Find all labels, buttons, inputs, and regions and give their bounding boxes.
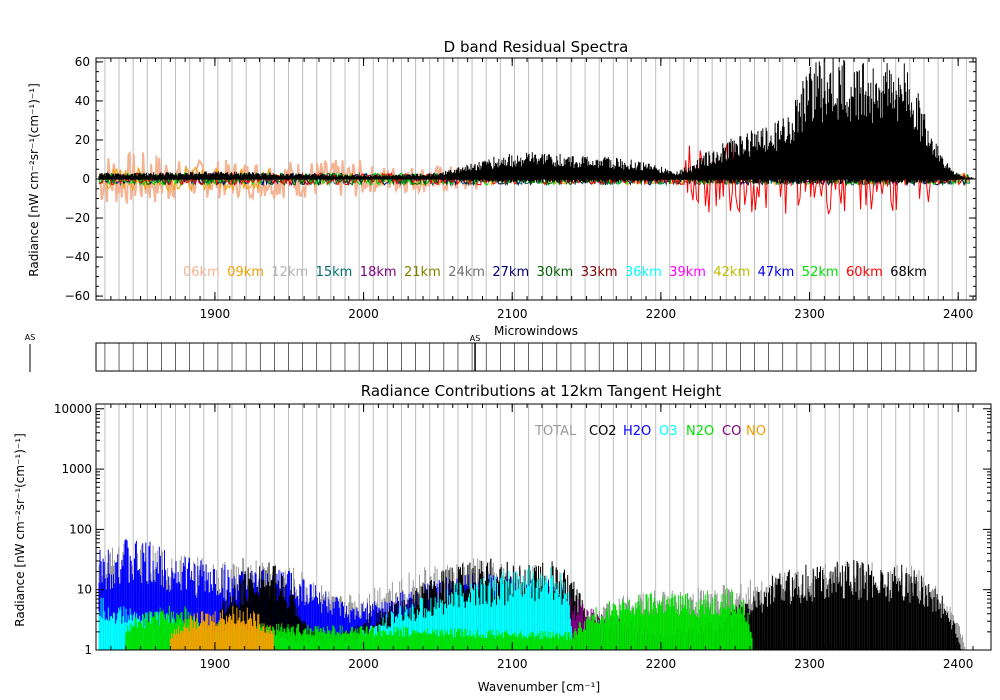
x-tick-label: 2100 — [497, 657, 528, 671]
series-NO — [169, 605, 274, 650]
x-tick-label: 2300 — [794, 657, 825, 671]
legend-N2O: N2O — [686, 424, 714, 439]
legend-30km: 30km — [537, 265, 574, 280]
legend-39km: 39km — [669, 265, 706, 280]
x-tick-label: 2100 — [497, 307, 528, 321]
legend-CO: CO — [722, 424, 741, 439]
residual-spectra-data — [96, 58, 976, 215]
radiance-contributions-panel: Radiance Contributions at 12km Tangent H… — [13, 382, 992, 694]
altitude-legend: 06km 09km 12km 15km 18km 21km 24km 27km 30km 33km… — [183, 265, 927, 280]
residual-y-axis-label: Radiance [nW cm⁻²sr⁻¹(cm⁻¹)⁻¹] — [27, 83, 41, 276]
legend-60km: 60km — [846, 265, 883, 280]
legend-24km: 24km — [448, 265, 485, 280]
residual-title: D band Residual Spectra — [444, 38, 629, 56]
legend-21km: 21km — [404, 265, 441, 280]
legend-H2O: H2O — [623, 424, 651, 439]
residual-x-ticks: 1900 2000 2100 2200 2300 2400 — [110, 58, 974, 321]
legend-27km: 27km — [492, 265, 529, 280]
x-tick-label: 2000 — [348, 657, 379, 671]
legend-12km: 12km — [271, 265, 308, 280]
y-tick-label: 1000 — [61, 462, 92, 476]
series-68km — [98, 58, 974, 184]
x-tick-label: 2200 — [646, 307, 677, 321]
y-tick-label: 0 — [82, 172, 90, 186]
legend-68km: 68km — [890, 265, 927, 280]
microwindows-title: Microwindows — [494, 324, 578, 338]
series-06km — [98, 150, 480, 204]
y-tick-label: 1 — [84, 643, 92, 657]
x-tick-label: 2300 — [794, 307, 825, 321]
legend-09km: 09km — [227, 265, 264, 280]
gas-legend: TOTAL CO2 H2O O3 N2O CO NO — [534, 424, 766, 439]
legend-47km: 47km — [758, 265, 795, 280]
legend-06km: 06km — [183, 265, 220, 280]
y-tick-label: 10000 — [54, 402, 92, 416]
contributions-data — [98, 538, 966, 650]
x-tick-label: 2400 — [943, 307, 974, 321]
contributions-y-ticks: 10000 1000 100 10 1 — [54, 402, 991, 657]
legend-52km: 52km — [802, 265, 839, 280]
residual-y-ticks: 60 40 20 0 −20 −40 −60 — [65, 55, 976, 303]
x-tick-label: 1900 — [200, 657, 231, 671]
legend-TOTAL: TOTAL — [534, 424, 577, 439]
y-tick-label: 60 — [75, 55, 90, 69]
microwindow-bars — [104, 343, 967, 371]
legend-36km: 36km — [625, 265, 662, 280]
contributions-plot-frame — [95, 403, 992, 651]
y-tick-label: −60 — [65, 289, 90, 303]
legend-33km: 33km — [581, 265, 618, 280]
legend-15km: 15km — [316, 265, 353, 280]
microwindows-frame — [95, 342, 977, 372]
legend-42km: 42km — [713, 265, 750, 280]
contributions-x-ticks: 1900 2000 2100 2200 2300 2400 — [110, 404, 974, 671]
microwindow-marker-label: AS — [470, 334, 481, 343]
microwindow-markers: AS — [470, 334, 481, 371]
legend-18km: 18km — [360, 265, 397, 280]
x-tick-label: 2000 — [348, 307, 379, 321]
microwindows-panel: AS Microwindows AS — [25, 324, 977, 372]
y-tick-label: 40 — [75, 94, 90, 108]
contributions-x-axis-label: Wavenumber [cm⁻¹] — [478, 680, 600, 694]
y-tick-label: 20 — [75, 133, 90, 147]
legend-O3: O3 — [659, 424, 678, 439]
x-tick-label: 2200 — [646, 657, 677, 671]
legend-NO: NO — [746, 424, 766, 439]
x-tick-label: 2400 — [943, 657, 974, 671]
y-tick-label: −40 — [65, 250, 90, 264]
contributions-y-axis-label: Radiance [nW cm⁻²sr⁻¹(cm⁻¹)⁻¹] — [13, 433, 27, 626]
residual-spectra-panel: D band Residual Spectra 60 40 20 0 −20 −40 −60… — [27, 38, 977, 321]
left-marker-label: AS — [25, 333, 36, 342]
y-tick-label: 100 — [69, 522, 92, 536]
y-tick-label: 10 — [77, 583, 92, 597]
legend-CO2: CO2 — [589, 424, 617, 439]
contributions-title: Radiance Contributions at 12km Tangent H… — [361, 382, 722, 400]
x-tick-label: 1900 — [200, 307, 231, 321]
y-tick-label: −20 — [65, 211, 90, 225]
